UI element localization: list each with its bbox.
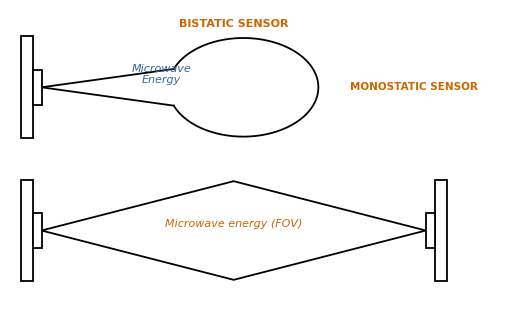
Text: Microwave
Energy: Microwave Energy [131, 64, 191, 85]
Bar [434, 179, 446, 282]
Text: MONOSTATIC SENSOR: MONOSTATIC SENSOR [350, 82, 478, 92]
Bar [33, 213, 41, 248]
Bar [426, 213, 434, 248]
Bar [21, 179, 33, 282]
Text: BISTATIC SENSOR: BISTATIC SENSOR [179, 19, 288, 29]
Text: Microwave energy (FOV): Microwave energy (FOV) [165, 219, 302, 229]
Bar [21, 36, 33, 138]
Bar [33, 70, 41, 105]
